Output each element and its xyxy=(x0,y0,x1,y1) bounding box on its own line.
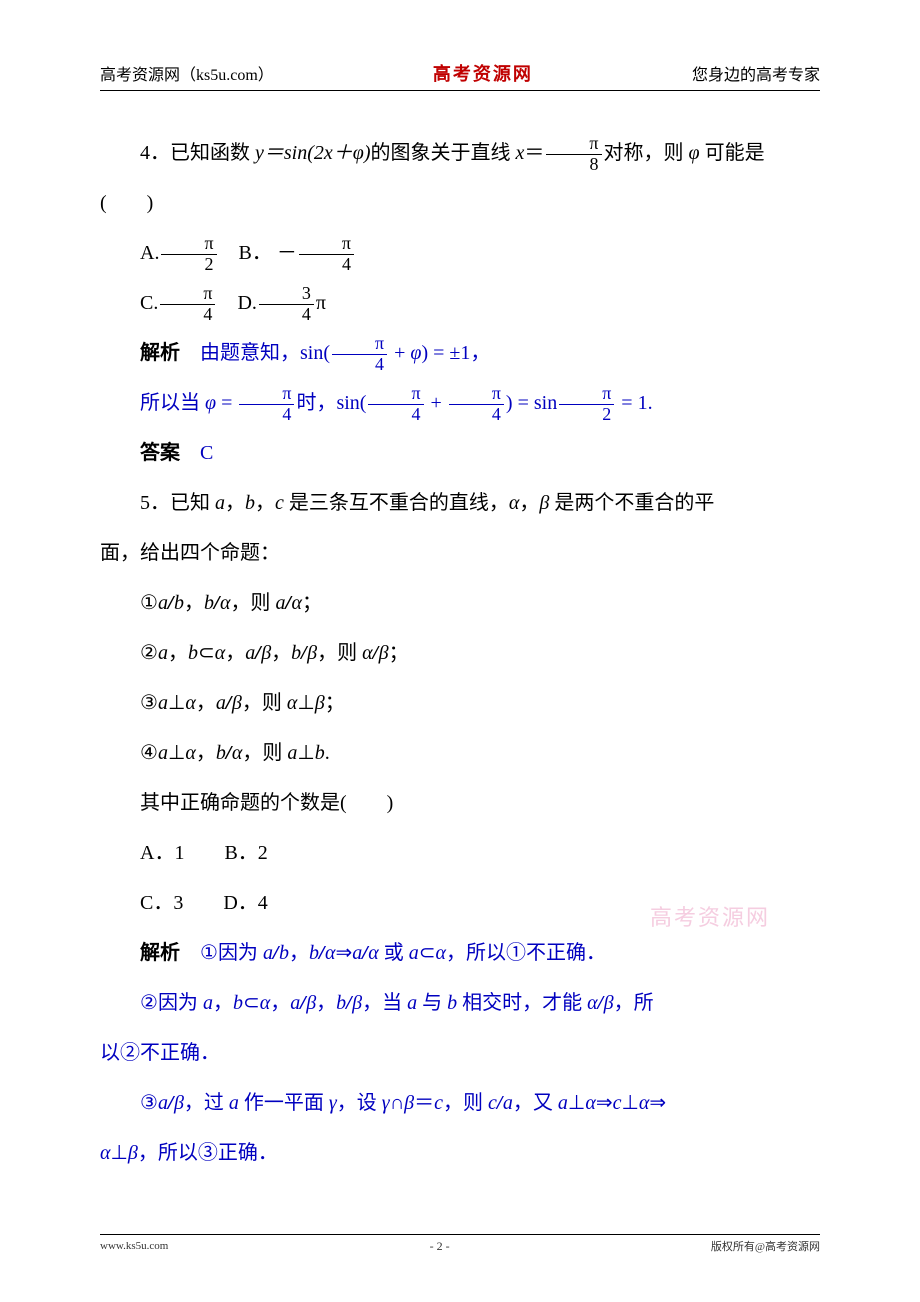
content-body: 4．已知函数 y＝sin(2x＋φ)的图象关于直线 x＝π8对称，则 φ 可能是… xyxy=(100,131,820,1175)
q5-stem-2: 面，给出四个命题： xyxy=(100,531,820,575)
page-footer: www.ks5u.com - 2 - 版权所有@高考资源网 xyxy=(100,1234,820,1254)
header-right: 您身边的高考专家 xyxy=(692,61,820,85)
q5-solution-1: 解析 ①因为 a//b，b//α⇒a//α 或 a⊂α，所以①不正确． xyxy=(100,931,820,975)
q4-sol-plus: + xyxy=(426,392,447,414)
q4-options-cd: C.π4 D.34π xyxy=(100,281,820,325)
q4-answer-val: C xyxy=(180,442,213,464)
header-center: 高考资源网 xyxy=(433,60,533,86)
q4-stem-prefix: 4．已知函数 xyxy=(140,142,255,164)
q5-sol-label: 解析 xyxy=(140,942,180,964)
q4-sol-2b: 时， xyxy=(296,392,336,414)
q4-answer: 答案 C xyxy=(100,431,820,475)
q4-optD-after: π xyxy=(316,292,326,314)
q4-optB-frac: π4 xyxy=(299,234,354,275)
q5-prop-2: ②a，b⊂α，a//β，b//β，则 α//β； xyxy=(100,631,820,675)
q4-stem: 4．已知函数 y＝sin(2x＋φ)的图象关于直线 x＝π8对称，则 φ 可能是 xyxy=(100,131,820,175)
q4-sol-frac5: π2 xyxy=(559,384,614,425)
q4-optA-frac: π2 xyxy=(161,234,216,275)
q4-options-ab: A.π2 B． －π4 xyxy=(100,231,820,275)
q5-prop-1: ①a//b，b//α，则 a//α； xyxy=(100,581,820,625)
solution-label: 解析 xyxy=(140,342,180,364)
q4-x: x xyxy=(516,142,525,164)
watermark: 高考资源网 xyxy=(650,900,770,932)
q4-sol-2c: sin( xyxy=(336,392,366,414)
q4-sol-1a: 由题意知， xyxy=(180,342,300,364)
q5-optD: D．4 xyxy=(223,892,267,914)
q4-sol-frac4: π4 xyxy=(449,384,504,425)
q4-sol-1c: + φ) = ±1， xyxy=(389,342,490,364)
q4-solution-2: 所以当 φ = π4时，sin(π4 + π4) = sinπ2 = 1. xyxy=(100,381,820,425)
q4-sol-2d: ) = sin xyxy=(506,392,557,414)
q5-options-ab: A．1 B．2 xyxy=(100,831,820,875)
q4-sol-frac3: π4 xyxy=(368,384,423,425)
q4-sol-frac2: π4 xyxy=(239,384,294,425)
q4-stem-suf: 对称，则 φ 可能是 xyxy=(604,142,765,164)
q5-ask: 其中正确命题的个数是( ) xyxy=(100,781,820,825)
q5-stem-1: 5．已知 a，b，c 是三条互不重合的直线，α，β 是两个不重合的平 xyxy=(100,481,820,525)
q4-optB-label: B． xyxy=(239,242,272,264)
q5-optC: C．3 xyxy=(140,892,183,914)
q4-optA-label: A. xyxy=(140,242,159,264)
q5-solution-2b: 以②不正确． xyxy=(100,1031,820,1075)
footer-left: www.ks5u.com xyxy=(100,1240,168,1252)
q4-optD-frac: 34 xyxy=(259,284,314,325)
q4-solution-1: 解析 由题意知，sin(π4 + φ) = ±1， xyxy=(100,331,820,375)
q5-prop-4: ④a⊥α，b//α，则 a⊥b. xyxy=(100,731,820,775)
q4-sol-2e: = 1. xyxy=(616,392,652,414)
q5-solution-2: ②因为 a，b⊂α，a//β，b//β，当 a 与 b 相交时，才能 α//β，… xyxy=(100,981,820,1025)
q5-optB: B．2 xyxy=(224,842,267,864)
q4-optD-label: D. xyxy=(237,292,256,314)
q4-optC-frac: π4 xyxy=(160,284,215,325)
q4-func: y＝sin(2x＋φ) xyxy=(255,142,371,164)
answer-label: 答案 xyxy=(140,442,180,464)
header-left: 高考资源网（ks5u.com） xyxy=(100,61,274,85)
q5-prop-3: ③a⊥α，a//β，则 α⊥β； xyxy=(100,681,820,725)
q4-optC-label: C. xyxy=(140,292,158,314)
q4-sol-frac1: π4 xyxy=(332,334,387,375)
q4-optB-sign: － xyxy=(277,242,297,264)
q4-stem-mid: 的图象关于直线 xyxy=(371,142,516,164)
page-header: 高考资源网（ks5u.com） 高考资源网 您身边的高考专家 xyxy=(100,60,820,91)
q5-solution-3: ③a//β，过 a 作一平面 γ，设 γ∩β＝c，则 c//a，又 a⊥α⇒c⊥… xyxy=(100,1081,820,1125)
q4-paren: ( ) xyxy=(100,181,820,225)
q5-solution-3b: α⊥β，所以③正确． xyxy=(100,1131,820,1175)
q4-sol-2a: 所以当 φ = xyxy=(140,392,237,414)
footer-right: 版权所有@高考资源网 xyxy=(711,1238,820,1254)
q4-frac-pi8: π8 xyxy=(546,134,601,175)
q5-optA: A．1 xyxy=(140,842,184,864)
footer-center: - 2 - xyxy=(430,1239,450,1254)
q4-sol-1b: sin( xyxy=(300,342,330,364)
